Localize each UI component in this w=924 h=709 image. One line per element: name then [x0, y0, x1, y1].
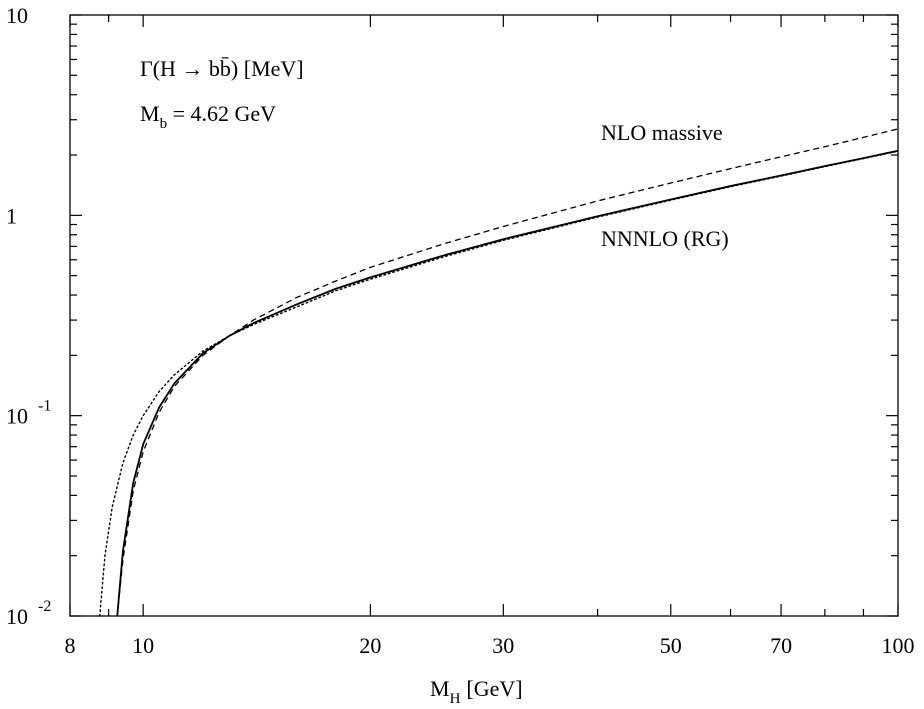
mass-annotation-value: = 4.62 GeV — [167, 101, 276, 126]
quantity-annotation: Γ(H → bb̄) [MeV] — [140, 56, 304, 81]
x-axis-label-main: M — [430, 676, 450, 701]
y-tick-label: 10 — [6, 3, 28, 28]
x-tick-label: 30 — [492, 633, 514, 658]
x-axis-label-sub: H — [450, 691, 461, 707]
mass-annotation: Mb = 4.62 GeV — [140, 101, 276, 132]
x-tick-label: 50 — [660, 633, 682, 658]
curves-layer — [99, 128, 899, 617]
x-tick-label: 8 — [65, 633, 76, 658]
mass-annotation-sub: b — [160, 116, 168, 132]
y-tick-label: 10 -2 — [6, 598, 51, 629]
x-axis-label-unit: [GeV] — [466, 676, 522, 701]
series-line-solid — [116, 149, 899, 617]
nlo-massive-label: NLO massive — [601, 120, 723, 145]
x-tick-label: 20 — [359, 633, 381, 658]
series-line-dashed — [116, 128, 899, 617]
mass-annotation-main: M — [140, 101, 160, 126]
y-tick-label: 10 -1 — [6, 398, 51, 429]
labels-layer: 8 10 20 30 50 70 100 10 1 10-1 10-2 — [6, 3, 915, 658]
nnnlo-rg-label: NNNLO (RG) — [601, 226, 729, 251]
y-tick-label: 1 — [6, 203, 17, 228]
x-tick-label: 100 — [882, 633, 915, 658]
x-tick-label: 10 — [132, 633, 154, 658]
series-line-dotted — [99, 150, 899, 617]
x-tick-label: 70 — [770, 633, 792, 658]
plot-frame — [69, 14, 899, 617]
x-axis-label: MH [GeV] — [430, 676, 523, 707]
